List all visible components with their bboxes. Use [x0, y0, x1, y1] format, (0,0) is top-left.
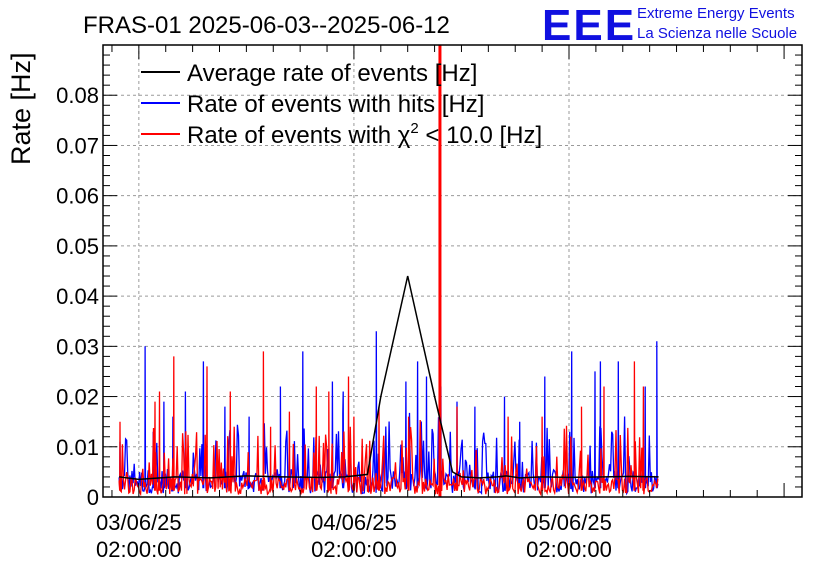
logo-mark: EEE	[542, 1, 636, 50]
x-tick-label-date: 05/06/25	[526, 510, 612, 535]
y-tick-label: 0	[87, 485, 99, 510]
legend-chi2-symbol: χ	[398, 122, 411, 149]
y-tick-label: 0.06	[56, 184, 99, 209]
logo-line-2: La Scienza nelle Scuole	[637, 25, 797, 42]
series-line-hits	[118, 331, 659, 496]
chart-title: FRAS-01 2025-06-03--2025-06-12	[83, 12, 450, 39]
x-tick-label-time: 02:00:00	[526, 537, 612, 562]
x-tick-label-date: 03/06/25	[96, 510, 182, 535]
y-axis-title: Rate [Hz]	[6, 52, 36, 165]
x-tick-label-time: 02:00:00	[311, 537, 397, 562]
y-tick-label: 0.01	[56, 435, 99, 460]
y-tick-label: 0.04	[56, 284, 99, 309]
y-tick-label: 0.08	[56, 83, 99, 108]
legend-label-average: Average rate of events [Hz]	[187, 60, 477, 87]
eee-logo: EEE Extreme Energy Events La Scienza nel…	[542, 1, 797, 50]
plot-frame	[102, 44, 803, 498]
x-tick-label-date: 04/06/25	[311, 510, 397, 535]
y-tick-label: 0.05	[56, 234, 99, 259]
legend-chi2-sup: 2	[410, 120, 418, 137]
legend-chi2-prefix: Rate of events with	[187, 122, 398, 149]
legend-label-hits: Rate of events with hits [Hz]	[187, 91, 484, 118]
tick-layer	[103, 44, 802, 498]
y-tick-label: 0.07	[56, 133, 99, 158]
legend: Average rate of events [Hz] Rate of even…	[141, 60, 542, 149]
legend-chi2-suffix: < 10.0 [Hz]	[419, 122, 542, 149]
x-tick-label-time: 02:00:00	[96, 537, 182, 562]
y-tick-label: 0.02	[56, 385, 99, 410]
logo-line-1: Extreme Energy Events	[637, 5, 795, 22]
label-layer: 0 0.01 0.02 0.03 0.04 0.05 0.06 0.07 0.08 03/06/2…	[56, 83, 612, 562]
y-tick-label: 0.03	[56, 334, 99, 359]
legend-label-chi2: Rate of events with χ2 < 10.0 [Hz]	[187, 120, 542, 149]
grid-layer	[103, 45, 802, 497]
series-line-average	[119, 275, 659, 481]
frame-layer	[102, 44, 803, 498]
